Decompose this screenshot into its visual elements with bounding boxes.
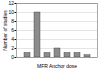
svg-text:12: 12 bbox=[8, 0, 14, 6]
svg-text:2: 2 bbox=[11, 45, 14, 51]
svg-text:MFR Anchor dose: MFR Anchor dose bbox=[37, 63, 77, 69]
svg-text:8: 8 bbox=[11, 18, 14, 24]
svg-text:6: 6 bbox=[11, 27, 14, 33]
svg-text:10: 10 bbox=[8, 9, 14, 15]
svg-text:Number of studies: Number of studies bbox=[2, 10, 8, 51]
svg-text:0: 0 bbox=[11, 54, 14, 60]
svg-text:4: 4 bbox=[11, 36, 14, 42]
